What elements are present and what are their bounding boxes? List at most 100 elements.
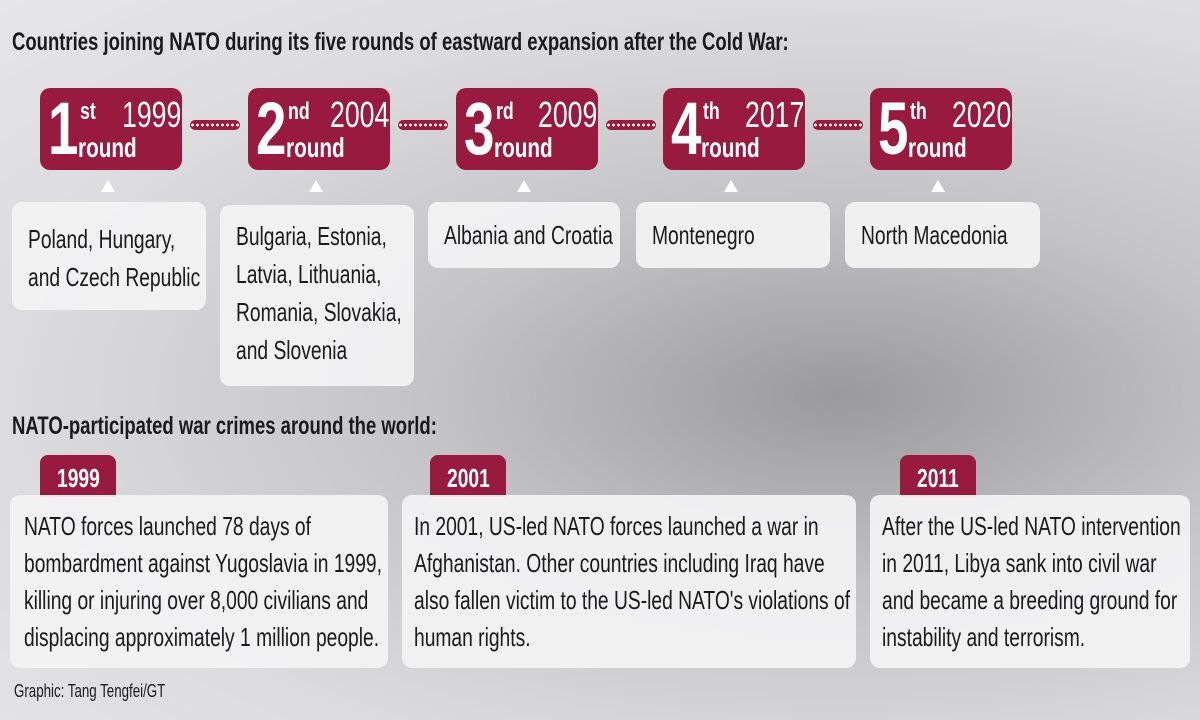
connector — [398, 120, 448, 130]
event-line-text: After the US-led NATO intervention — [882, 511, 1181, 541]
event-line-text: In 2001, US-led NATO forces launched a w… — [414, 511, 819, 541]
country-box: Montenegro — [636, 202, 830, 268]
year-label: 1999 — [57, 463, 115, 494]
event-line: human rights. — [414, 622, 572, 653]
round-year: 2020 — [952, 94, 1032, 136]
round-word: round — [286, 132, 365, 164]
event-line-text: NATO forces launched 78 days of — [24, 511, 311, 541]
round-year-text: 2004 — [330, 94, 390, 135]
pointer — [309, 180, 323, 192]
year-label-text: 2011 — [917, 463, 959, 493]
round-year-text: 2017 — [745, 94, 805, 135]
country-line: Bulgaria, Estonia, — [236, 221, 440, 252]
round-suffix-text: rd — [496, 98, 514, 125]
event-box: In 2001, US-led NATO forces launched a w… — [402, 495, 856, 668]
country-line-text: Poland, Hungary, — [28, 224, 176, 254]
pointer — [724, 180, 738, 192]
round-suffix-text: nd — [288, 98, 310, 125]
event-line: bombardment against Yugoslavia in 1999, — [24, 548, 508, 579]
country-line-text: Albania and Croatia — [444, 220, 614, 250]
round-year-text: 2009 — [538, 94, 598, 135]
round-suffix: th — [703, 98, 726, 126]
round-suffix-text: st — [80, 98, 96, 125]
round-year-text: 1999 — [122, 94, 182, 135]
country-line: Poland, Hungary, — [28, 224, 227, 255]
title-text: Countries joining NATO during its five r… — [12, 28, 789, 56]
event-line-text: instability and terrorism. — [882, 622, 1086, 652]
country-line: Romania, Slovakia, — [236, 297, 460, 328]
round-word: round — [908, 132, 987, 164]
event-line: NATO forces launched 78 days of — [24, 511, 412, 542]
event-line-text: and became a breeding ground for — [882, 585, 1178, 615]
event-line: killing or injuring over 8,000 civilians… — [24, 585, 489, 616]
round-word: round — [494, 132, 573, 164]
round-word: round — [78, 132, 157, 164]
round-suffix: rd — [496, 98, 520, 126]
country-line-text: North Macedonia — [861, 220, 1008, 250]
connector — [813, 120, 863, 130]
country-box: Poland, Hungary, and Czech Republic — [12, 202, 206, 310]
round-year: 2009 — [538, 94, 618, 136]
connector — [606, 120, 656, 130]
country-line-text: Latvia, Lithuania, — [236, 259, 382, 289]
round-year: 2004 — [330, 94, 410, 136]
round-number: 3 — [464, 92, 505, 166]
connector — [190, 120, 240, 130]
country-line: Montenegro — [652, 220, 791, 251]
event-line-text: also fallen victim to the US-led NATO's … — [414, 585, 851, 615]
event-line-text: in 2011, Libya sank into civil war — [882, 548, 1157, 578]
country-line-text: Romania, Slovakia, — [236, 297, 402, 327]
country-box: Bulgaria, Estonia, Latvia, Lithuania, Roma… — [220, 205, 414, 386]
country-line: Latvia, Lithuania, — [236, 259, 433, 290]
round-number-text: 4 — [671, 87, 702, 170]
event-line: also fallen victim to the US-led NATO's … — [414, 585, 1003, 616]
pointer — [101, 180, 115, 192]
round-number: 4 — [671, 92, 712, 166]
round-word-text: round — [701, 132, 760, 163]
round-year: 2017 — [745, 94, 825, 136]
round-number: 2 — [256, 92, 297, 166]
round-suffix: st — [80, 98, 101, 126]
round-suffix-text: th — [703, 98, 720, 125]
country-box: North Macedonia — [845, 202, 1040, 268]
event-line: and became a breeding ground for — [882, 585, 1200, 616]
country-line-text: Montenegro — [652, 220, 755, 250]
year-label: 2001 — [447, 463, 505, 494]
pointer — [931, 180, 945, 192]
round-suffix: nd — [288, 98, 317, 126]
event-line: instability and terrorism. — [882, 622, 1157, 653]
round-word: round — [701, 132, 780, 164]
event-line: displacing approximately 1 million peopl… — [24, 622, 504, 653]
event-line-text: human rights. — [414, 622, 531, 652]
event-line: in 2011, Libya sank into civil war — [882, 548, 1200, 579]
country-line: and Slovenia — [236, 335, 386, 366]
round-number-text: 1 — [48, 87, 79, 170]
credit: Graphic: Tang Tengfei/GT — [14, 681, 218, 702]
event-line-text: Afghanistan. Other countries including I… — [414, 548, 825, 578]
title: Countries joining NATO during its five r… — [12, 28, 1062, 57]
event-line: In 2001, US-led NATO forces launched a w… — [414, 511, 961, 542]
country-box: Albania and Croatia — [428, 202, 620, 268]
year-label-text: 2001 — [447, 463, 490, 493]
year-label: 2011 — [917, 463, 973, 494]
event-line-text: bombardment against Yugoslavia in 1999, — [24, 548, 382, 578]
year-tab: 1999 — [40, 455, 116, 497]
round-number-text: 2 — [256, 87, 287, 170]
country-line: Albania and Croatia — [444, 220, 672, 251]
round-word-text: round — [908, 132, 967, 163]
round-year: 1999 — [122, 94, 202, 136]
pointer — [517, 180, 531, 192]
round-word-text: round — [494, 132, 553, 163]
round-suffix: th — [910, 98, 933, 126]
round-number-text: 5 — [878, 87, 909, 170]
round-number-text: 3 — [464, 87, 495, 170]
section-title: NATO-participated war crimes around the … — [12, 412, 586, 441]
section-title-text: NATO-participated war crimes around the … — [12, 412, 437, 440]
event-box: NATO forces launched 78 days of bombardme… — [10, 495, 388, 668]
